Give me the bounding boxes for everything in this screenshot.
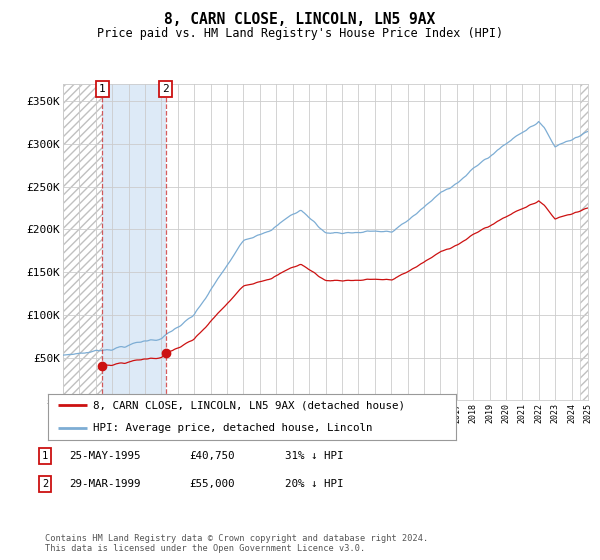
Text: £55,000: £55,000 xyxy=(189,479,235,489)
Bar xyxy=(63,84,103,400)
Text: £40,750: £40,750 xyxy=(189,451,235,461)
Text: 1: 1 xyxy=(42,451,48,461)
Text: 1: 1 xyxy=(99,84,106,94)
Text: 2: 2 xyxy=(162,84,169,94)
Text: 25-MAY-1995: 25-MAY-1995 xyxy=(69,451,140,461)
Bar xyxy=(103,84,166,400)
Text: Price paid vs. HM Land Registry's House Price Index (HPI): Price paid vs. HM Land Registry's House … xyxy=(97,27,503,40)
Text: 29-MAR-1999: 29-MAR-1999 xyxy=(69,479,140,489)
Text: 8, CARN CLOSE, LINCOLN, LN5 9AX: 8, CARN CLOSE, LINCOLN, LN5 9AX xyxy=(164,12,436,27)
Text: Contains HM Land Registry data © Crown copyright and database right 2024.
This d: Contains HM Land Registry data © Crown c… xyxy=(45,534,428,553)
Text: 2: 2 xyxy=(42,479,48,489)
Text: HPI: Average price, detached house, Lincoln: HPI: Average price, detached house, Linc… xyxy=(93,423,373,433)
Bar xyxy=(580,84,588,400)
Text: 31% ↓ HPI: 31% ↓ HPI xyxy=(285,451,343,461)
Text: 8, CARN CLOSE, LINCOLN, LN5 9AX (detached house): 8, CARN CLOSE, LINCOLN, LN5 9AX (detache… xyxy=(93,400,405,410)
Text: 20% ↓ HPI: 20% ↓ HPI xyxy=(285,479,343,489)
